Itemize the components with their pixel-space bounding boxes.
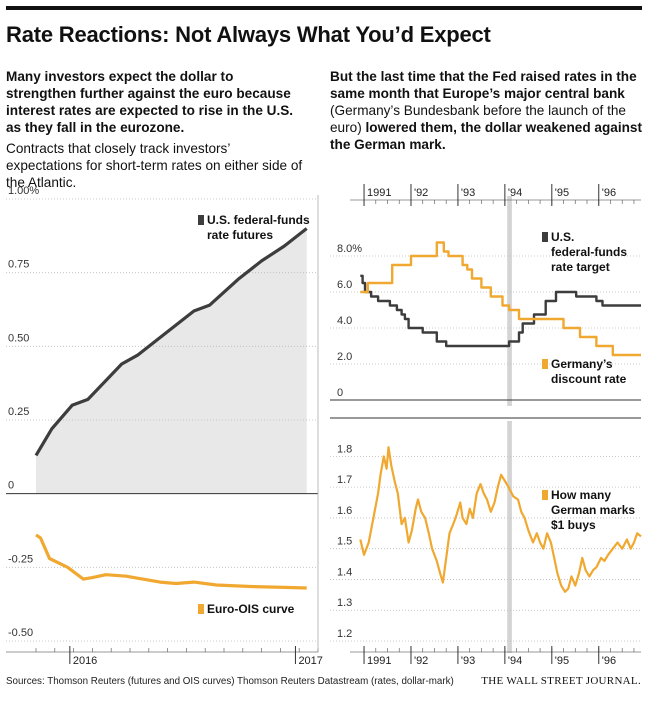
right-top-y-tick-label: 2.0 xyxy=(337,351,352,363)
right-top-y-tick-label: 6.0 xyxy=(337,279,352,291)
right-top-legend-label-1: discount rate xyxy=(551,372,627,386)
right-bottom-x-tick-label: '92 xyxy=(414,655,428,667)
left-legend-label-0: U.S. federal-funds xyxy=(207,213,310,227)
left-y-tick-label: 0 xyxy=(8,480,14,492)
left-intro-normal: Contracts that closely track investors’ … xyxy=(6,141,303,190)
left-y-tick-label: 0.75 xyxy=(8,259,29,271)
left-legend-swatch-1 xyxy=(198,604,204,614)
right-top-x-tick-label: '93 xyxy=(461,187,475,199)
right-bottom-x-tick-label: '93 xyxy=(461,655,475,667)
right-top-legend-swatch-1 xyxy=(542,359,548,369)
right-top-x-tick-label: '94 xyxy=(508,187,522,199)
left-intro-bold: Many investors expect the dollar to stre… xyxy=(6,69,294,135)
right-top-legend-label-0: rate target xyxy=(551,260,610,274)
right-intro-normal: (Germany’s Bundesbank before the launch … xyxy=(330,103,626,135)
right-bottom-y-tick-label: 1.2 xyxy=(337,628,352,640)
right-bottom-series-line-0 xyxy=(359,446,642,593)
sources-note: Sources: Thomson Reuters (futures and OI… xyxy=(6,676,454,687)
right-bottom-x-tick-label: '94 xyxy=(508,655,522,667)
right-top-y-tick-label: 0 xyxy=(337,387,343,399)
top-rule xyxy=(6,6,642,10)
right-top-1994-band xyxy=(507,196,512,406)
right-top-legend-label-0: federal-funds xyxy=(551,245,627,259)
left-x-tick-label: 2017 xyxy=(298,655,322,667)
left-legend-label-1: Euro-OIS curve xyxy=(207,602,295,616)
left-y-tick-label: 0.25 xyxy=(8,406,29,418)
right-intro-bold-b: lowered them, the dollar weakened agains… xyxy=(330,120,642,152)
right-bottom-y-tick-label: 1.6 xyxy=(337,505,352,517)
wsj-logo: THE WALL STREET JOURNAL. xyxy=(481,675,641,687)
right-bottom-y-tick-label: 1.4 xyxy=(337,566,352,578)
right-top-x-tick-label: '95 xyxy=(555,187,569,199)
right-intro-bold-a: But the last time that the Fed raised ra… xyxy=(330,69,637,101)
right-top-legend-swatch-0 xyxy=(542,232,548,242)
left-legend-swatch-0 xyxy=(198,215,204,225)
right-bottom-y-tick-label: 1.7 xyxy=(337,474,352,486)
headline: Rate Reactions: Not Always What You’d Ex… xyxy=(6,22,491,47)
right-bottom-x-tick-label: 1991 xyxy=(367,655,391,667)
left-series-line-1 xyxy=(35,533,307,590)
left-area-fill xyxy=(36,228,307,494)
right-intro: But the last time that the Fed raised ra… xyxy=(330,68,642,153)
right-top-y-tick-label: 4.0 xyxy=(337,315,352,327)
right-bottom-legend-label-0: German marks xyxy=(551,503,635,517)
left-x-tick-label: 2016 xyxy=(73,655,97,667)
left-series-line-0 xyxy=(34,227,308,457)
right-top-x-tick-label: '96 xyxy=(602,187,616,199)
right-bottom-y-tick-label: 1.8 xyxy=(337,443,352,455)
right-bottom-legend-swatch-0 xyxy=(542,490,548,500)
right-bottom-1994-band xyxy=(507,421,512,653)
right-top-series-line-0 xyxy=(360,274,641,348)
right-top-x-tick-label: '92 xyxy=(414,187,428,199)
right-bottom-x-tick-label: '95 xyxy=(555,655,569,667)
right-bottom-legend-label-0: $1 buys xyxy=(551,518,596,532)
left-legend-label-0: rate futures xyxy=(207,228,273,242)
right-top-legend-label-1: Germany’s xyxy=(551,357,613,371)
right-top-series-line-1 xyxy=(360,241,641,357)
left-y-tick-label: -0.25 xyxy=(8,553,33,565)
right-bottom-legend-label-0: How many xyxy=(551,488,611,502)
right-bottom-y-tick-label: 1.3 xyxy=(337,597,352,609)
right-top-legend-label-0: U.S. xyxy=(551,230,574,244)
right-top-x-tick-label: 1991 xyxy=(367,187,391,199)
left-intro: Many investors expect the dollar to stre… xyxy=(6,68,306,191)
left-y-tick-label: 0.50 xyxy=(8,332,29,344)
right-bottom-x-tick-label: '96 xyxy=(602,655,616,667)
left-y-tick-label: -0.50 xyxy=(8,627,33,639)
right-top-y-tick-label: 8.0% xyxy=(337,243,362,255)
right-bottom-y-tick-label: 1.5 xyxy=(337,536,352,548)
